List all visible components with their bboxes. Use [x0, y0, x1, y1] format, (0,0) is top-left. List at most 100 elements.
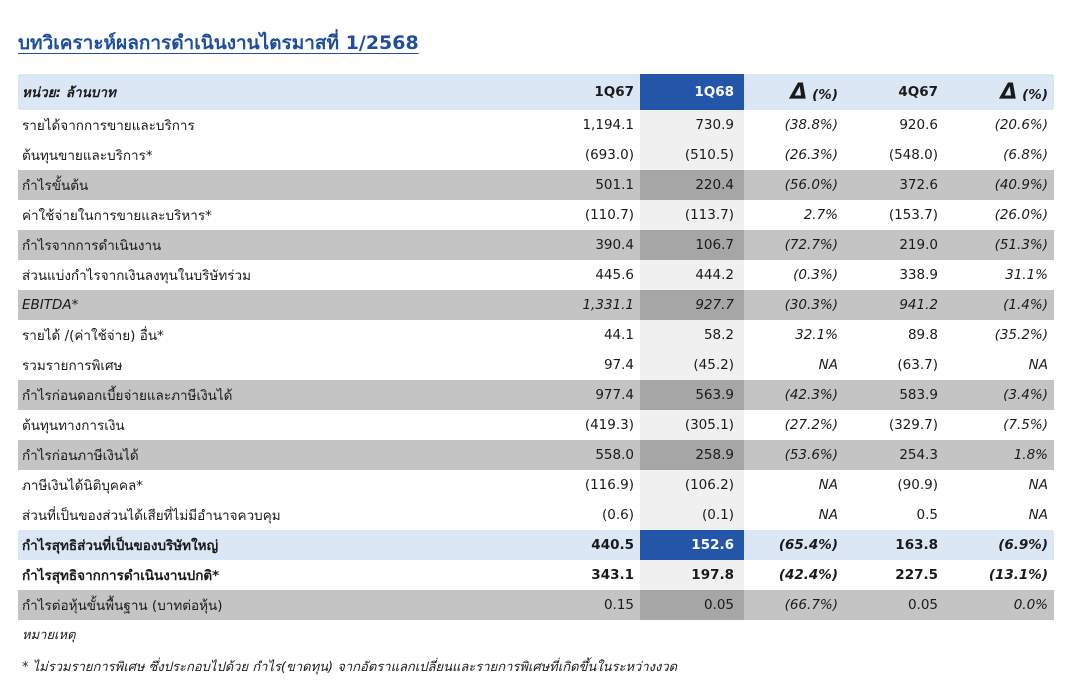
row-label: รายได้ /(ค่าใช้จ่าย) อื่น*	[18, 320, 538, 350]
cell-4q67: (548.0)	[846, 140, 948, 170]
table-row: รายได้จากการขายและบริการ 1,194.1 730.9 (…	[18, 110, 1054, 140]
cell-1q67: (116.9)	[538, 470, 640, 500]
cell-1q67: 445.6	[538, 260, 640, 290]
cell-delta-qoq: NA	[948, 350, 1054, 380]
cell-delta-yoy: 32.1%	[744, 320, 846, 350]
table-row: กำไรจากการดำเนินงาน 390.4 106.7 (72.7%) …	[18, 230, 1054, 260]
row-label: ต้นทุนทางการเงิน	[18, 410, 538, 440]
cell-4q67: 227.5	[846, 560, 948, 590]
cell-4q67: 372.6	[846, 170, 948, 200]
delta-symbol: Δ	[790, 79, 808, 105]
cell-1q68: 730.9	[640, 110, 744, 140]
cell-delta-yoy: (0.3%)	[744, 260, 846, 290]
notes-label: หมายเหตุ	[22, 628, 76, 643]
cell-4q67: 0.05	[846, 590, 948, 620]
cell-4q67: 0.5	[846, 500, 948, 530]
cell-4q67: 163.8	[846, 530, 948, 560]
cell-delta-qoq: (35.2%)	[948, 320, 1054, 350]
cell-4q67: 583.9	[846, 380, 948, 410]
table-row: ส่วนแบ่งกำไรจากเงินลงทุนในบริษัทร่วม 445…	[18, 260, 1054, 290]
header-1q67: 1Q67	[538, 74, 640, 110]
cell-1q68: 444.2	[640, 260, 744, 290]
cell-delta-yoy: NA	[744, 500, 846, 530]
cell-1q68: (45.2)	[640, 350, 744, 380]
cell-delta-qoq: (51.3%)	[948, 230, 1054, 260]
cell-delta-yoy: (30.3%)	[744, 290, 846, 320]
cell-4q67: 219.0	[846, 230, 948, 260]
cell-4q67: (329.7)	[846, 410, 948, 440]
row-label: กำไรก่อนดอกเบี้ยจ่ายและภาษีเงินได้	[18, 380, 538, 410]
row-label: รวมรายการพิเศษ	[18, 350, 538, 380]
cell-delta-qoq: (6.9%)	[948, 530, 1054, 560]
cell-4q67: 254.3	[846, 440, 948, 470]
cell-delta-yoy: (42.4%)	[744, 560, 846, 590]
cell-delta-qoq: 0.0%	[948, 590, 1054, 620]
table-row: EBITDA* 1,331.1 927.7 (30.3%) 941.2 (1.4…	[18, 290, 1054, 320]
cell-1q68: 106.7	[640, 230, 744, 260]
cell-delta-yoy: (65.4%)	[744, 530, 846, 560]
row-label: ค่าใช้จ่ายในการขายและบริหาร*	[18, 200, 538, 230]
row-label: กำไรก่อนภาษีเงินได้	[18, 440, 538, 470]
row-label: กำไรขั้นต้น	[18, 170, 538, 200]
table-row: ภาษีเงินได้นิติบุคคล* (116.9) (106.2) NA…	[18, 470, 1054, 500]
cell-4q67: (153.7)	[846, 200, 948, 230]
cell-1q68: (106.2)	[640, 470, 744, 500]
cell-1q67: (693.0)	[538, 140, 640, 170]
cell-4q67: 89.8	[846, 320, 948, 350]
cell-1q68: 197.8	[640, 560, 744, 590]
table-row: รายได้ /(ค่าใช้จ่าย) อื่น* 44.1 58.2 32.…	[18, 320, 1054, 350]
table-row: กำไรก่อนดอกเบี้ยจ่ายและภาษีเงินได้ 977.4…	[18, 380, 1054, 410]
financial-table: หน่วย: ล้านบาท 1Q67 1Q68 Δ (%) 4Q67 Δ (%…	[18, 74, 1054, 620]
cell-1q67: (110.7)	[538, 200, 640, 230]
row-label: ภาษีเงินได้นิติบุคคล*	[18, 470, 538, 500]
cell-delta-qoq: (6.8%)	[948, 140, 1054, 170]
cell-1q67: 390.4	[538, 230, 640, 260]
delta-pct-label: (%)	[1022, 86, 1048, 103]
cell-1q68: 927.7	[640, 290, 744, 320]
row-label: กำไรจากการดำเนินงาน	[18, 230, 538, 260]
cell-1q67: 97.4	[538, 350, 640, 380]
cell-1q67: 440.5	[538, 530, 640, 560]
cell-1q67: 1,331.1	[538, 290, 640, 320]
table-row: ต้นทุนทางการเงิน (419.3) (305.1) (27.2%)…	[18, 410, 1054, 440]
header-delta-qoq: Δ (%)	[948, 74, 1054, 110]
cell-delta-qoq: (13.1%)	[948, 560, 1054, 590]
cell-1q67: 558.0	[538, 440, 640, 470]
footnote: * ไม่รวมรายการพิเศษ ซึ่งประกอบไปด้วย กำไ…	[22, 660, 678, 675]
row-label: ส่วนแบ่งกำไรจากเงินลงทุนในบริษัทร่วม	[18, 260, 538, 290]
cell-delta-yoy: (53.6%)	[744, 440, 846, 470]
table-row: กำไรขั้นต้น 501.1 220.4 (56.0%) 372.6 (4…	[18, 170, 1054, 200]
header-1q68: 1Q68	[640, 74, 744, 110]
cell-1q67: 44.1	[538, 320, 640, 350]
cell-1q67: 0.15	[538, 590, 640, 620]
table-row: ต้นทุนขายและบริการ* (693.0) (510.5) (26.…	[18, 140, 1054, 170]
cell-4q67: 920.6	[846, 110, 948, 140]
cell-1q68: 58.2	[640, 320, 744, 350]
cell-delta-yoy: (66.7%)	[744, 590, 846, 620]
cell-delta-qoq: (1.4%)	[948, 290, 1054, 320]
cell-delta-yoy: (26.3%)	[744, 140, 846, 170]
cell-delta-yoy: (56.0%)	[744, 170, 846, 200]
cell-1q68: 220.4	[640, 170, 744, 200]
cell-1q67: 1,194.1	[538, 110, 640, 140]
delta-pct-label: (%)	[812, 86, 838, 103]
table-row: กำไรสุทธิจากการดำเนินงานปกติ* 343.1 197.…	[18, 560, 1054, 590]
cell-4q67: 941.2	[846, 290, 948, 320]
page-title: บทวิเคราะห์ผลการดำเนินงานไตรมาสที่ 1/256…	[18, 32, 419, 54]
cell-delta-qoq: (40.9%)	[948, 170, 1054, 200]
cell-delta-qoq: (7.5%)	[948, 410, 1054, 440]
cell-4q67: (90.9)	[846, 470, 948, 500]
delta-symbol: Δ	[1000, 79, 1018, 105]
cell-delta-yoy: (72.7%)	[744, 230, 846, 260]
cell-1q68: (0.1)	[640, 500, 744, 530]
cell-delta-yoy: 2.7%	[744, 200, 846, 230]
cell-1q68: 152.6	[640, 530, 744, 560]
cell-delta-yoy: NA	[744, 470, 846, 500]
cell-delta-qoq: NA	[948, 500, 1054, 530]
cell-delta-qoq: 31.1%	[948, 260, 1054, 290]
table-row: รวมรายการพิเศษ 97.4 (45.2) NA (63.7) NA	[18, 350, 1054, 380]
cell-1q67: 977.4	[538, 380, 640, 410]
table-row: กำไรก่อนภาษีเงินได้ 558.0 258.9 (53.6%) …	[18, 440, 1054, 470]
table-row: กำไรต่อหุ้นขั้นพื้นฐาน (บาทต่อหุ้น) 0.15…	[18, 590, 1054, 620]
cell-1q68: 258.9	[640, 440, 744, 470]
